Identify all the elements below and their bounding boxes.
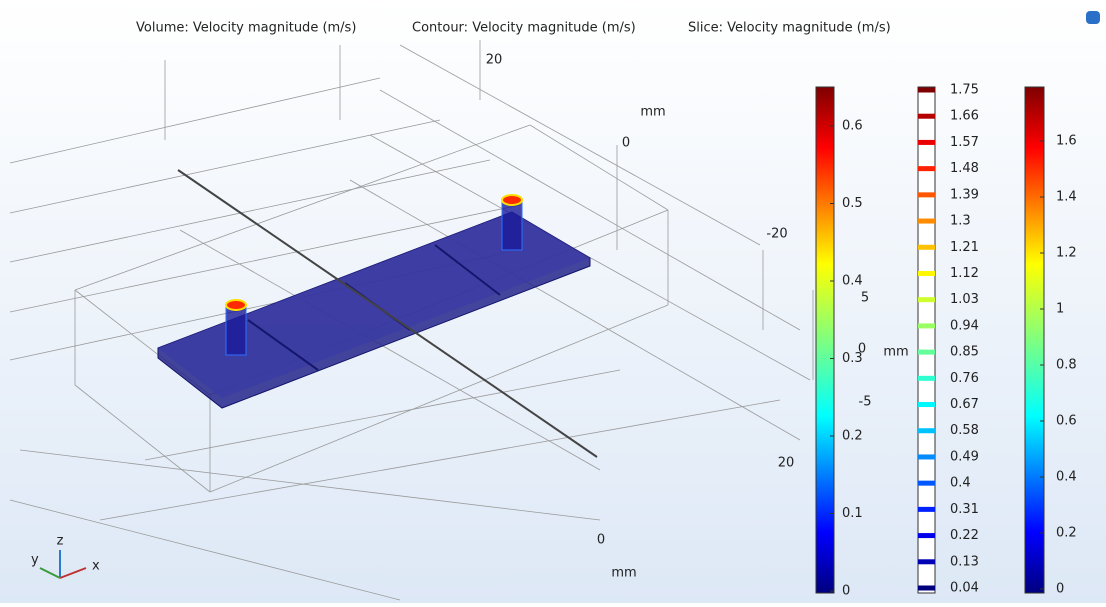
tick-label: 0.1 bbox=[842, 506, 863, 521]
tick-label: 0.6 bbox=[842, 119, 863, 134]
tick-label: 0.4 bbox=[950, 476, 971, 491]
contour-level bbox=[918, 323, 935, 328]
axis-label: 20 bbox=[778, 456, 795, 471]
contour-level bbox=[918, 586, 935, 591]
tick-label: 0.85 bbox=[950, 345, 979, 360]
tick-label: 1.4 bbox=[1056, 190, 1077, 205]
tick-label: 0.49 bbox=[950, 449, 979, 464]
title: Slice: Velocity magnitude (m/s) bbox=[688, 21, 891, 36]
contour-level bbox=[918, 376, 935, 381]
contour-level bbox=[918, 140, 935, 145]
tick-label: 1.3 bbox=[950, 214, 971, 229]
tick-label: 0 bbox=[1056, 582, 1064, 597]
contour-level bbox=[918, 166, 935, 171]
tick-label: 1.2 bbox=[1056, 246, 1077, 261]
axis-label: mm bbox=[640, 105, 665, 120]
tick-label: 0.94 bbox=[950, 318, 979, 333]
axis-label: 20 bbox=[486, 53, 503, 68]
tick-label: 1.12 bbox=[950, 266, 979, 281]
graphics-window: Volume: Velocity magnitude (m/s) Contour… bbox=[0, 0, 1106, 603]
axis-label: 5 bbox=[861, 291, 869, 306]
tick-label: 0.6 bbox=[1056, 414, 1077, 429]
tick-label: 0.8 bbox=[1056, 358, 1077, 373]
axis-label: mm bbox=[883, 345, 908, 360]
contour-level bbox=[918, 481, 935, 486]
contour-level bbox=[918, 219, 935, 224]
tick-label: 0.13 bbox=[950, 554, 979, 569]
tick-label: 0.58 bbox=[950, 423, 979, 438]
contour-colorbar bbox=[918, 87, 935, 593]
triad-label: z bbox=[57, 534, 64, 549]
axis-label: mm bbox=[611, 566, 636, 581]
triad-label: x bbox=[92, 559, 100, 574]
axis-label: -20 bbox=[766, 227, 787, 242]
tick-label: 0.22 bbox=[950, 528, 979, 543]
contour-level bbox=[918, 350, 935, 355]
tick-label: 1.39 bbox=[950, 187, 979, 202]
tick-label: 1.03 bbox=[950, 292, 979, 307]
title: Volume: Velocity magnitude (m/s) bbox=[136, 21, 356, 36]
contour-level bbox=[918, 454, 935, 459]
tick-label: 1 bbox=[1056, 302, 1064, 317]
contour-level bbox=[918, 428, 935, 433]
triad-label: y bbox=[31, 553, 39, 568]
tick-label: 0.04 bbox=[950, 581, 979, 596]
toolbar-icon[interactable] bbox=[1086, 11, 1100, 24]
tick-label: 1.6 bbox=[1056, 134, 1077, 149]
axis-label: 0 bbox=[622, 136, 630, 151]
axis-label: 0 bbox=[597, 533, 605, 548]
inlet bbox=[226, 305, 246, 355]
contour-level bbox=[918, 402, 935, 407]
contour-level bbox=[918, 245, 935, 250]
volume-colorbar bbox=[816, 87, 834, 593]
tick-label: 1.75 bbox=[950, 83, 979, 98]
tick-label: 1.57 bbox=[950, 135, 979, 150]
tick-label: 0.67 bbox=[950, 397, 979, 412]
contour-level bbox=[918, 88, 935, 93]
tick-label: 1.21 bbox=[950, 240, 979, 255]
tick-label: 0.76 bbox=[950, 371, 979, 386]
outlet bbox=[502, 200, 522, 250]
tick-label: 0 bbox=[842, 584, 850, 599]
tick-label: 0.4 bbox=[842, 274, 863, 289]
contour-level bbox=[918, 559, 935, 564]
background bbox=[0, 0, 1106, 603]
tick-label: 0.31 bbox=[950, 502, 979, 517]
tick-label: 0.2 bbox=[1056, 526, 1077, 541]
outlet-top bbox=[502, 195, 522, 205]
tick-label: 0.5 bbox=[842, 196, 863, 211]
slice-colorbar bbox=[1025, 87, 1044, 593]
contour-level bbox=[918, 533, 935, 538]
inlet-top bbox=[226, 300, 246, 310]
contour-level bbox=[918, 507, 935, 512]
title: Contour: Velocity magnitude (m/s) bbox=[412, 21, 636, 36]
contour-level bbox=[918, 114, 935, 119]
contour-level bbox=[918, 271, 935, 276]
tick-label: 1.48 bbox=[950, 161, 979, 176]
contour-level bbox=[918, 192, 935, 197]
tick-label: 0.4 bbox=[1056, 470, 1077, 485]
tick-label: 1.66 bbox=[950, 109, 979, 124]
tick-label: 0.3 bbox=[842, 351, 863, 366]
tick-label: 0.2 bbox=[842, 429, 863, 444]
contour-level bbox=[918, 297, 935, 302]
axis-label: -5 bbox=[859, 395, 872, 410]
